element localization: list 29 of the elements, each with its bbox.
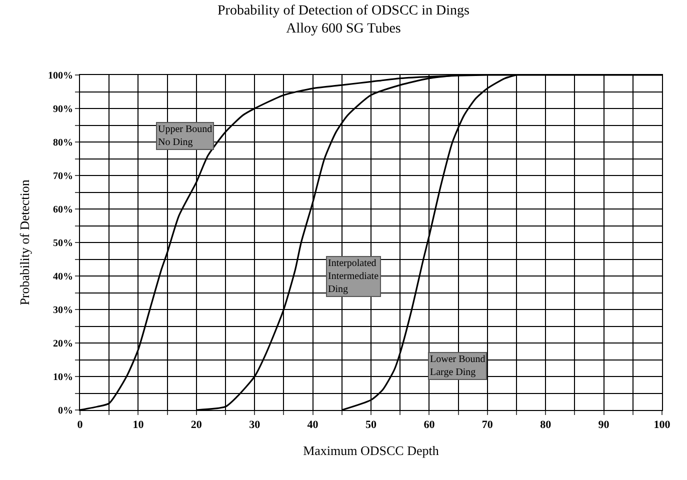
x-tick-label: 90 <box>598 419 610 432</box>
y-tick-label: 70% <box>53 171 73 182</box>
y-tick-label: 100% <box>48 70 73 82</box>
y-tick-label: 90% <box>53 104 73 115</box>
y-axis-title: Probability of Detection <box>16 179 32 306</box>
y-tick-label: 40% <box>53 272 73 282</box>
x-tick-label: 30 <box>249 419 261 432</box>
annotation: Interpolated Intermediate Ding <box>328 258 380 295</box>
y-tick-label: 50% <box>53 238 73 249</box>
x-tick-label: 60 <box>424 419 436 432</box>
x-tick-label: 20 <box>190 419 202 432</box>
y-tick-label: 10% <box>53 372 73 383</box>
chart-title: Probability of Detection of ODSCC in Dings <box>218 3 470 18</box>
x-axis-title: Maximum ODSCC Depth <box>303 442 440 458</box>
annotation: Lower Bound Large Ding <box>430 354 486 378</box>
x-tick-label: 40 <box>307 419 319 432</box>
y-tick-label: 30% <box>53 305 73 316</box>
y-tick-label: 60% <box>53 204 73 216</box>
x-tick-label: 50 <box>366 419 377 432</box>
y-tick-label: 20% <box>53 338 73 350</box>
y-tick-label: 80% <box>53 138 73 148</box>
annotation: Upper Bound No Ding <box>158 124 212 148</box>
x-tick-label: 0 <box>77 419 84 432</box>
chart-subtitle: Alloy 600 SG Tubes <box>286 22 401 37</box>
y-tick-label: 0% <box>58 406 73 416</box>
x-tick-label: 80 <box>540 419 552 432</box>
x-tick-label: 100 <box>654 419 671 432</box>
x-tick-label: 10 <box>132 419 144 432</box>
x-tick-label: 70 <box>482 419 494 432</box>
